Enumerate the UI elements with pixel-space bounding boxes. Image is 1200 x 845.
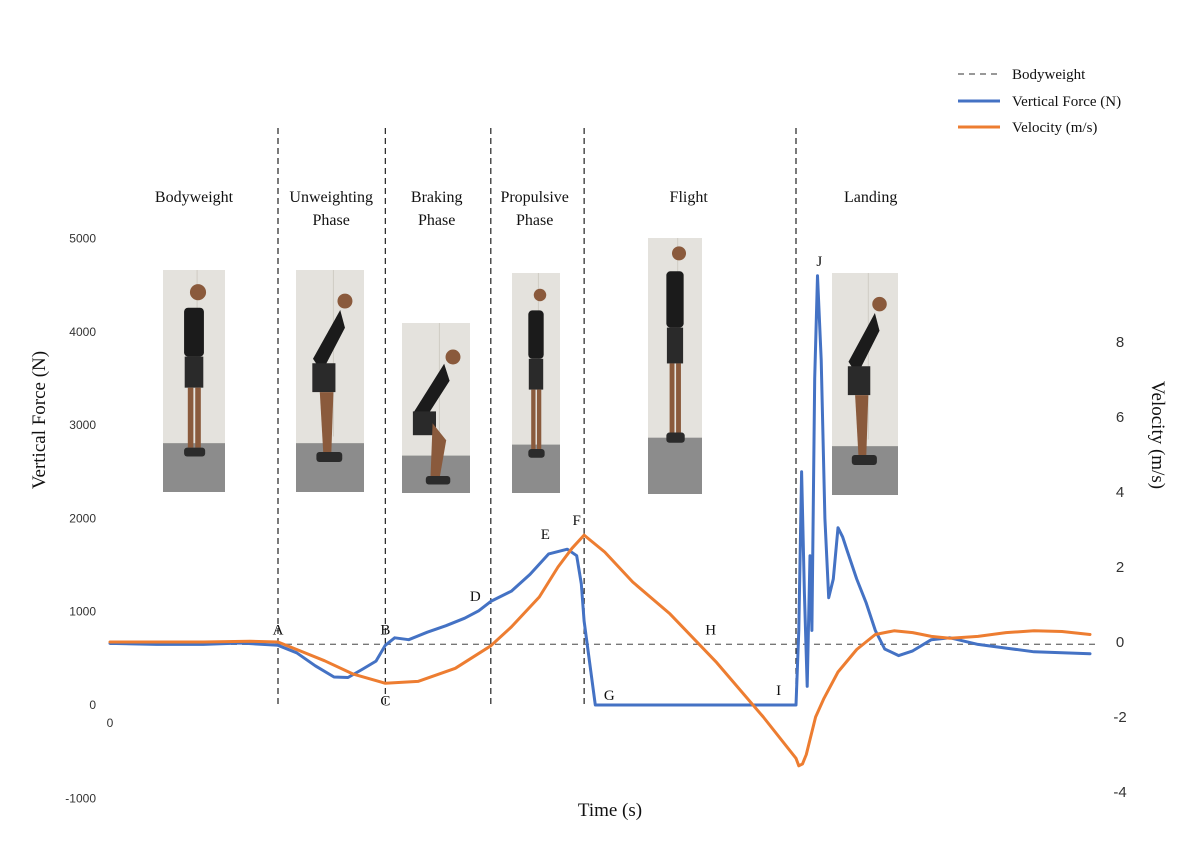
figure-shorts [312, 363, 336, 393]
phase-label: Phase [313, 212, 350, 229]
figure-shoes [425, 476, 451, 485]
point-label: A [273, 622, 284, 638]
figure-leg [430, 423, 447, 480]
point-label: J [816, 254, 822, 270]
phase-label: Bodyweight [155, 189, 234, 206]
figure-shorts [847, 366, 871, 396]
figure-torso [184, 307, 204, 357]
figure-shoes [528, 449, 545, 458]
left-tick-label: 4000 [69, 325, 96, 339]
vertical-force-line [108, 274, 1092, 707]
phase-label: Braking [411, 189, 463, 206]
left-tick-label: 5000 [69, 232, 96, 246]
athlete-photos [163, 238, 898, 495]
figure-shorts [528, 358, 544, 390]
athlete-photo [402, 323, 470, 493]
left-tick-label: 2000 [69, 511, 96, 525]
point-label: H [705, 622, 716, 638]
left-axis: 5000 4000 3000 2000 1000 0 -1000 [65, 232, 96, 806]
right-tick-label: 8 [1116, 334, 1124, 351]
figure-torso [848, 312, 880, 376]
right-tick-label: 6 [1116, 409, 1124, 426]
figure-leg [669, 363, 675, 433]
figure-shoes [316, 452, 343, 463]
legend-bodyweight-label: Bodyweight [1012, 67, 1086, 83]
figure-head [671, 246, 687, 261]
phase-label: Propulsive [500, 189, 568, 206]
legend-velocity-label: Velocity (m/s) [1012, 120, 1097, 136]
left-axis-title: Vertical Force (N) [29, 351, 50, 489]
figure-shoes [184, 447, 206, 457]
point-label: D [470, 589, 481, 605]
point-label: G [604, 688, 615, 704]
phase-labels: Bodyweight Unweighting Phase Braking Phase Pr… [155, 189, 897, 229]
figure-leg [319, 392, 334, 453]
figure-torso [528, 310, 544, 359]
athlete-photo [648, 238, 702, 494]
right-axis: 8 6 4 2 0 -2 -4 [1113, 334, 1126, 801]
chart-series [108, 274, 1092, 768]
figure-head [189, 284, 207, 301]
point-label: F [572, 513, 580, 529]
figure-shoes [666, 432, 685, 443]
point-labels: A B C D E F G H I J [273, 254, 823, 709]
athlete-photo [296, 270, 364, 492]
x-tick-label: 0 [107, 716, 114, 730]
figure-head [533, 288, 547, 302]
figure-shoes [851, 455, 877, 466]
left-tick-label: 3000 [69, 418, 96, 432]
figure-torso [313, 309, 345, 373]
phase-label: Landing [844, 189, 897, 206]
right-tick-label: -4 [1113, 784, 1126, 801]
figure-leg [531, 389, 536, 449]
phase-label: Phase [516, 212, 553, 229]
figure-shorts [184, 356, 204, 388]
right-tick-label: 4 [1116, 484, 1124, 501]
right-axis-title: Velocity (m/s) [1147, 381, 1168, 489]
figure-shorts [412, 411, 436, 436]
figure-head [872, 296, 887, 312]
athlete-photo [163, 270, 225, 492]
legend-force-label: Vertical Force (N) [1012, 94, 1121, 110]
phase-label: Unweighting [289, 189, 373, 206]
point-label: E [541, 527, 550, 543]
figure-leg [855, 395, 869, 456]
legend: Bodyweight Vertical Force (N) Velocity (… [958, 67, 1121, 136]
point-label: C [380, 693, 390, 709]
figure-head [337, 293, 353, 309]
athlete-photo [512, 273, 560, 493]
right-tick-label: 2 [1116, 559, 1124, 576]
figure-torso [414, 363, 450, 424]
photo-floor [648, 437, 702, 494]
velocity-line [108, 533, 1092, 768]
athlete-photo [832, 273, 898, 495]
right-tick-label: -2 [1113, 709, 1126, 726]
figure-head [445, 349, 461, 365]
point-label: I [776, 683, 781, 699]
phase-label: Flight [670, 189, 709, 206]
left-tick-label: 1000 [69, 605, 96, 619]
phase-label: Phase [418, 212, 455, 229]
figure-leg [195, 387, 201, 448]
figure-shorts [666, 327, 684, 364]
left-tick-label: 0 [89, 698, 96, 712]
figure-leg [676, 363, 681, 433]
x-axis-title: Time (s) [578, 800, 642, 821]
right-tick-label: 0 [1116, 634, 1124, 651]
figure-leg [187, 387, 194, 448]
left-tick-label: -1000 [65, 791, 96, 805]
figure-torso [666, 271, 684, 328]
figure-leg [536, 389, 542, 449]
point-label: B [380, 622, 390, 638]
